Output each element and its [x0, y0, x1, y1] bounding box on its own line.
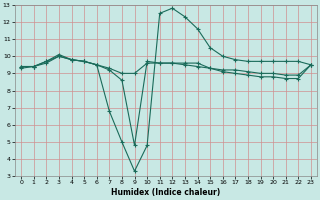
X-axis label: Humidex (Indice chaleur): Humidex (Indice chaleur): [111, 188, 221, 197]
